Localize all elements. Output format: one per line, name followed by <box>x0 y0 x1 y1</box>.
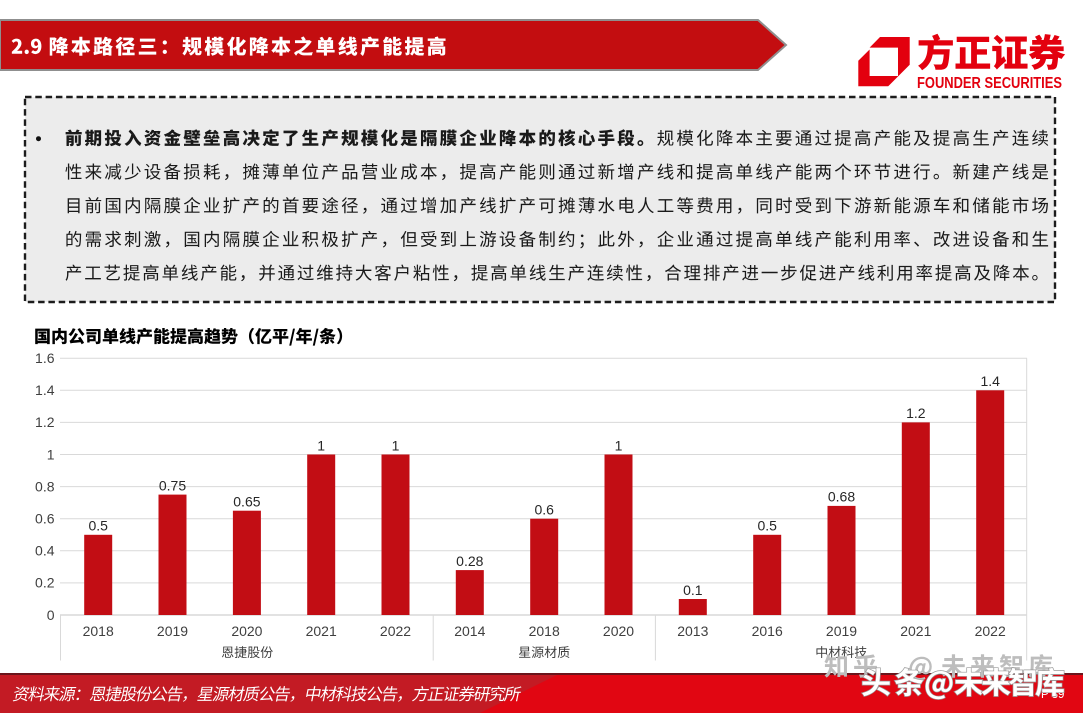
svg-text:2021: 2021 <box>306 623 337 639</box>
svg-text:0.5: 0.5 <box>88 518 108 534</box>
svg-text:0.4: 0.4 <box>35 543 55 559</box>
svg-text:2020: 2020 <box>231 623 262 639</box>
svg-text:0: 0 <box>47 607 55 623</box>
svg-text:1.4: 1.4 <box>980 373 1000 389</box>
svg-text:0.65: 0.65 <box>233 494 260 510</box>
svg-text:2018: 2018 <box>529 623 560 639</box>
svg-text:2022: 2022 <box>975 623 1006 639</box>
svg-text:0.75: 0.75 <box>159 477 186 493</box>
svg-text:0.1: 0.1 <box>683 582 703 598</box>
svg-text:2020: 2020 <box>603 623 634 639</box>
svg-text:0.2: 0.2 <box>35 575 55 591</box>
svg-text:1: 1 <box>317 437 325 453</box>
svg-text:0.28: 0.28 <box>456 553 483 569</box>
svg-text:0.5: 0.5 <box>757 518 777 534</box>
svg-text:2021: 2021 <box>900 623 931 639</box>
svg-text:2016: 2016 <box>752 623 783 639</box>
svg-text:0.6: 0.6 <box>534 502 554 518</box>
svg-text:2019: 2019 <box>157 623 188 639</box>
svg-text:FOUNDER SECURITIES: FOUNDER SECURITIES <box>917 75 1062 92</box>
svg-text:2019: 2019 <box>826 623 857 639</box>
svg-text:2013: 2013 <box>677 623 708 639</box>
svg-text:1: 1 <box>615 437 623 453</box>
svg-text:2018: 2018 <box>83 623 114 639</box>
svg-text:1.2: 1.2 <box>906 405 926 421</box>
svg-text:0.8: 0.8 <box>35 478 55 494</box>
svg-text:1.6: 1.6 <box>35 350 55 366</box>
svg-text:1: 1 <box>47 446 55 462</box>
svg-text:1: 1 <box>392 437 400 453</box>
svg-text:1.2: 1.2 <box>35 414 55 430</box>
svg-text:0.68: 0.68 <box>828 489 855 505</box>
svg-text:1.4: 1.4 <box>35 382 55 398</box>
svg-text:2014: 2014 <box>454 623 485 639</box>
svg-text:2022: 2022 <box>380 623 411 639</box>
svg-text:0.6: 0.6 <box>35 511 55 527</box>
